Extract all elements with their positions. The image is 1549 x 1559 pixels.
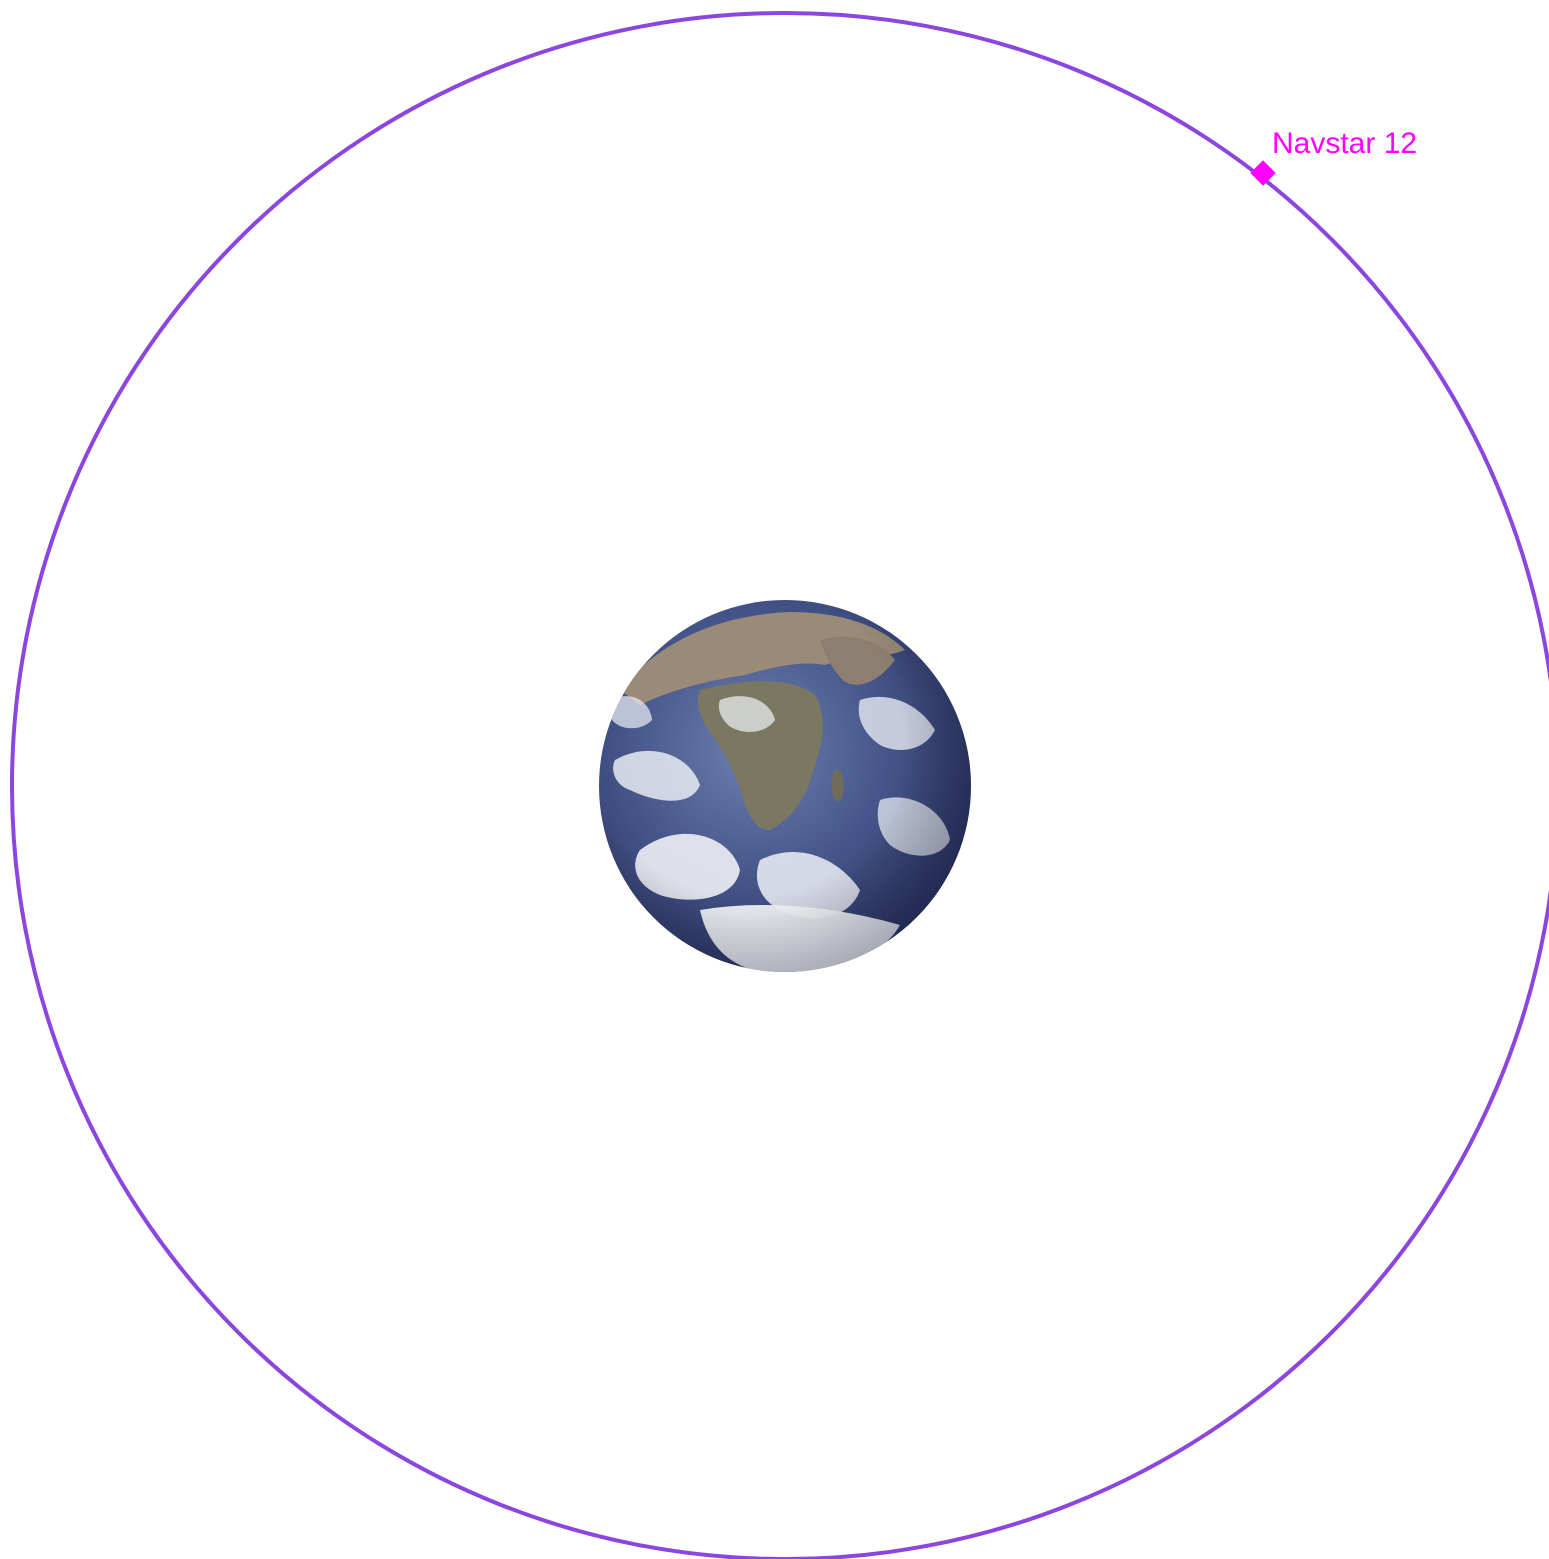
satellite-label: Navstar 12 (1272, 127, 1417, 160)
orbit-path (10, 11, 1549, 1559)
earth-globe-icon (599, 600, 971, 972)
